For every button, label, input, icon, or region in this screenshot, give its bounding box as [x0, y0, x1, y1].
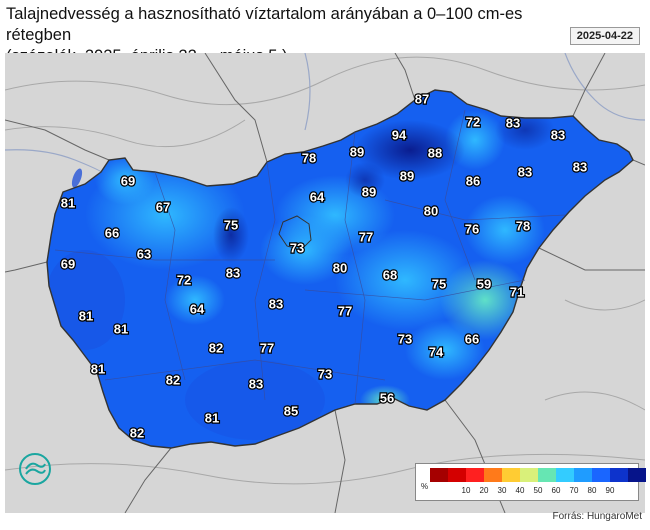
station-value: 56	[380, 391, 394, 406]
budapest-outline	[278, 215, 312, 251]
map-svg: 87 94 72 83 83 89 88 78 83 83 86 89 89 64 69 81 67 80 75 76…	[5, 53, 645, 513]
station-value: 73	[290, 241, 304, 256]
map-panel: 87 94 72 83 83 89 88 78 83 83 86 89 89 64 69 81 67 80 75 76…	[5, 53, 645, 513]
station-value: 89	[362, 185, 376, 200]
station-value: 83	[551, 128, 565, 143]
hungary-border	[46, 89, 634, 449]
station-value: 78	[302, 151, 316, 166]
legend-unit: %	[421, 482, 429, 491]
station-value: 88	[428, 146, 442, 161]
station-value: 78	[516, 219, 530, 234]
station-value: 72	[177, 273, 191, 288]
station-value: 75	[432, 277, 446, 292]
station-value: 77	[260, 341, 274, 356]
legend-swatch	[466, 468, 484, 482]
source-credit: Forrás: HungaroMet	[552, 511, 642, 522]
legend-color-bar	[430, 468, 646, 482]
legend-swatch	[574, 468, 592, 482]
station-value: 81	[91, 362, 105, 377]
legend-swatch	[592, 468, 610, 482]
lake-neusiedl	[71, 168, 83, 188]
station-value: 82	[209, 341, 223, 356]
legend-swatch	[628, 468, 646, 482]
legend-tick-label: 30	[497, 486, 507, 495]
legend-tick-label: 40	[515, 486, 525, 495]
station-values: 87 94 72 83 83 89 88 78 83 83 86 89 89 64 69 81 67 80 75 76…	[60, 90, 589, 441]
legend-tick-label: 80	[587, 486, 597, 495]
station-value: 83	[249, 377, 263, 392]
legend-swatch	[538, 468, 556, 482]
station-value: 81	[61, 196, 75, 211]
station-value: 77	[359, 230, 373, 245]
station-value: 69	[61, 257, 75, 272]
station-value: 94	[392, 128, 407, 143]
title-line-1: Talajnedvesség a hasznosítható víztartal…	[6, 5, 523, 44]
legend-swatch	[502, 468, 520, 482]
station-value: 74	[429, 345, 444, 360]
station-value: 66	[465, 332, 479, 347]
station-value: 80	[333, 261, 347, 276]
station-value: 72	[466, 115, 480, 130]
station-value: 67	[156, 200, 170, 215]
station-value: 63	[137, 247, 151, 262]
station-value: 86	[466, 174, 480, 189]
legend-tick-label: 70	[569, 486, 579, 495]
station-value: 82	[166, 373, 180, 388]
station-value: 81	[114, 322, 128, 337]
station-value: 69	[121, 174, 135, 189]
legend-ticks: 10 20 30 40 50 60 70 80 90	[430, 486, 630, 496]
legend-swatch	[484, 468, 502, 482]
station-value: 89	[400, 169, 414, 184]
station-value: 73	[398, 332, 412, 347]
station-value: 76	[465, 222, 479, 237]
station-value: 59	[477, 277, 491, 292]
legend-tick-label: 20	[479, 486, 489, 495]
station-value: 64	[310, 190, 325, 205]
legend-swatch	[430, 468, 448, 482]
station-value: 68	[383, 268, 397, 283]
station-value: 83	[506, 116, 520, 131]
station-value: 73	[318, 367, 332, 382]
legend-swatch	[448, 468, 466, 482]
legend-tick-label: 10	[461, 486, 471, 495]
legend-swatch	[556, 468, 574, 482]
legend-tick-label: 90	[605, 486, 615, 495]
station-value: 82	[130, 426, 144, 441]
station-value: 83	[573, 160, 587, 175]
legend-tick-label: 60	[551, 486, 561, 495]
station-value: 66	[105, 226, 119, 241]
legend-tick-label: 50	[533, 486, 543, 495]
station-value: 85	[284, 404, 298, 419]
station-value: 81	[205, 411, 219, 426]
station-value: 64	[190, 302, 205, 317]
station-value: 87	[415, 92, 429, 107]
station-value: 71	[510, 285, 524, 300]
terrain-texture	[5, 56, 645, 485]
station-value: 89	[350, 145, 364, 160]
county-borders	[54, 109, 566, 405]
station-value: 81	[79, 309, 93, 324]
station-value: 83	[518, 165, 532, 180]
station-value: 77	[338, 304, 352, 319]
date-badge: 2025-04-22	[569, 27, 640, 45]
color-legend: % 10 20 30 40 50 60 70 80 90	[415, 463, 646, 501]
legend-swatch	[610, 468, 628, 482]
hungaromet-logo-icon	[19, 453, 51, 485]
station-value: 75	[224, 218, 238, 233]
legend-swatch	[520, 468, 538, 482]
station-value: 80	[424, 204, 438, 219]
station-value: 83	[269, 297, 283, 312]
station-value: 83	[226, 266, 240, 281]
